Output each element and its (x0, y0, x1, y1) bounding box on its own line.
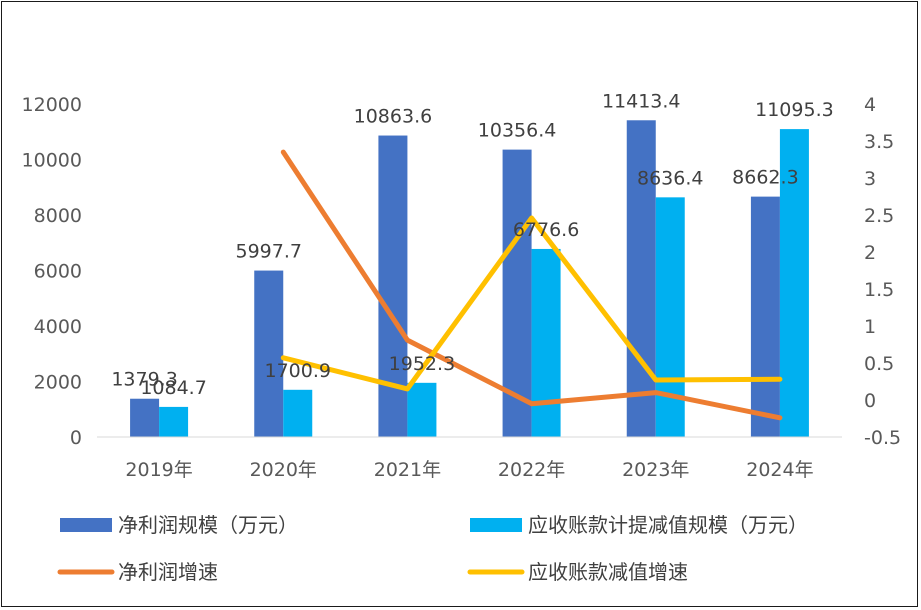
data-label-s0-1: 5997.7 (236, 241, 302, 263)
x-axis-ticks: 2019年 2020年 2021年 2022年 2023年 2024年 (125, 459, 813, 481)
data-labels: 1379.3 5997.7 10863.6 10356.4 11413.4 8662.3 1… (111, 90, 833, 399)
xtick-label: 2023年 (622, 459, 689, 481)
bar-s0-0 (130, 398, 160, 437)
legend-label-2: 净利润增速 (118, 560, 218, 584)
ytick-label: 8000 (34, 205, 82, 227)
y2tick-label: 2.5 (864, 205, 894, 227)
xtick-label: 2019年 (125, 459, 192, 481)
legend-label-0: 净利润规模（万元） (118, 513, 298, 537)
data-label-s1-1: 1700.9 (265, 360, 331, 382)
y2tick-label: 0 (864, 390, 876, 412)
data-label-s1-5: 11095.3 (755, 99, 834, 121)
legend-swatch-1 (470, 518, 522, 532)
y2tick-label: 1 (864, 316, 876, 338)
data-label-s1-4: 8636.4 (637, 167, 703, 189)
ytick-label: 0 (70, 427, 82, 449)
bar-s0-5 (750, 196, 780, 437)
ytick-label: 2000 (34, 372, 82, 394)
xtick-label: 2024年 (746, 459, 813, 481)
data-label-s0-4: 11413.4 (602, 90, 681, 112)
xtick-label: 2020年 (250, 459, 317, 481)
left-axis-ticks: 0 2000 4000 6000 8000 10000 12000 (22, 94, 82, 449)
y2tick-label: 3 (864, 168, 876, 190)
bar-s0-4 (626, 120, 656, 438)
data-label-s0-5: 8662.3 (732, 167, 798, 189)
bar-s0-2 (378, 135, 408, 437)
y2tick-label: 3.5 (864, 131, 894, 153)
bar-s1-3 (531, 248, 561, 437)
legend: 净利润规模（万元） 应收账款计提减值规模（万元） 净利润增速 应收账款减值增速 (57, 513, 808, 584)
data-label-s1-3: 6776.6 (513, 219, 579, 241)
y2tick-label: 1.5 (864, 279, 894, 301)
data-label-s1-2: 1952.3 (389, 353, 455, 375)
y2tick-label: 0.5 (864, 353, 894, 375)
y2tick-label: -0.5 (864, 427, 901, 449)
legend-swatch-0 (60, 518, 112, 532)
bar-s1-0 (159, 406, 189, 437)
xtick-label: 2021年 (374, 459, 441, 481)
bar-s1-1 (283, 389, 313, 437)
y2tick-label: 4 (864, 94, 876, 116)
bar-s0-1 (254, 270, 284, 437)
right-axis-ticks: -0.5 0 0.5 1 1.5 2 2.5 3 3.5 4 (864, 94, 901, 449)
bars-layer (130, 120, 809, 438)
y2tick-label: 2 (864, 242, 876, 264)
ytick-label: 10000 (22, 150, 82, 172)
ytick-label: 6000 (34, 261, 82, 283)
legend-label-3: 应收账款减值增速 (528, 560, 688, 584)
data-label-s0-3: 10356.4 (478, 120, 557, 142)
ytick-label: 4000 (34, 316, 82, 338)
legend-label-1: 应收账款计提减值规模（万元） (528, 513, 808, 537)
data-label-s0-2: 10863.6 (354, 106, 433, 128)
xtick-label: 2022年 (498, 459, 565, 481)
ytick-label: 12000 (22, 94, 82, 116)
bar-s1-5 (779, 129, 809, 438)
data-label-s1-0: 1084.7 (140, 377, 206, 399)
data-label-s0-0: 1379.3 (111, 369, 177, 391)
lines-layer (280, 149, 783, 421)
bar-s1-2 (407, 382, 437, 437)
bar-s1-4 (655, 197, 685, 437)
